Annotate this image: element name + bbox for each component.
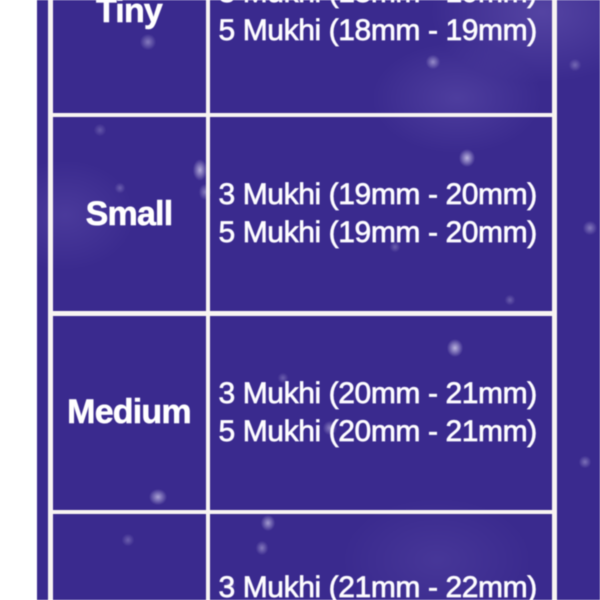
bead-sizes-cell: 3 Mukhi (19mm - 20mm) 5 Mukhi (19mm - 20… [210,117,548,311]
table-border-vertical-left [48,0,53,600]
table-row-tiny: Tiny 3 Mukhi (18mm - 19mm) 5 Mukhi (18mm… [53,0,553,113]
bead-size-line: 5 Mukhi (18mm - 19mm) [218,13,537,47]
bead-sizes-cell: 3 Mukhi (18mm - 19mm) 5 Mukhi (18mm - 19… [210,0,548,113]
table-border-vertical-middle [205,0,210,600]
bead-size-line: 3 Mukhi (20mm - 21mm) [218,376,537,410]
table-row-small: Small 3 Mukhi (19mm - 20mm) 5 Mukhi (19m… [53,117,553,311]
size-label-cell: Tiny [53,0,206,113]
size-label: Small [85,194,173,233]
size-label-cell: Medium [53,316,206,510]
size-label: Tiny [95,0,163,31]
bead-size-line: 5 Mukhi (20mm - 21mm) [218,414,537,448]
table-row-medium: Medium 3 Mukhi (20mm - 21mm) 5 Mukhi (20… [53,316,553,510]
bead-size-line: 3 Mukhi (19mm - 20mm) [218,178,537,212]
bead-size-line: 5 Mukhi (19mm - 20mm) [218,216,537,250]
bead-size-line: 3 Mukhi (18mm - 19mm) [218,0,549,12]
table-border-horizontal-2 [48,311,557,316]
table-border-vertical-right [552,0,557,600]
size-label-cell [53,514,206,600]
table-border-horizontal-3 [48,509,557,514]
table-row-cropped-bottom: 3 Mukhi (21mm - 22mm) [53,514,553,600]
bead-sizes-cell: 3 Mukhi (20mm - 21mm) 5 Mukhi (20mm - 21… [210,316,548,510]
size-label: Medium [67,393,192,432]
table-border-horizontal-1 [48,112,557,117]
bead-sizes-cell: 3 Mukhi (21mm - 22mm) [210,514,548,600]
size-label-cell: Small [53,117,206,311]
bead-size-line: 3 Mukhi (21mm - 22mm) [218,571,537,600]
photo-background [37,0,600,600]
